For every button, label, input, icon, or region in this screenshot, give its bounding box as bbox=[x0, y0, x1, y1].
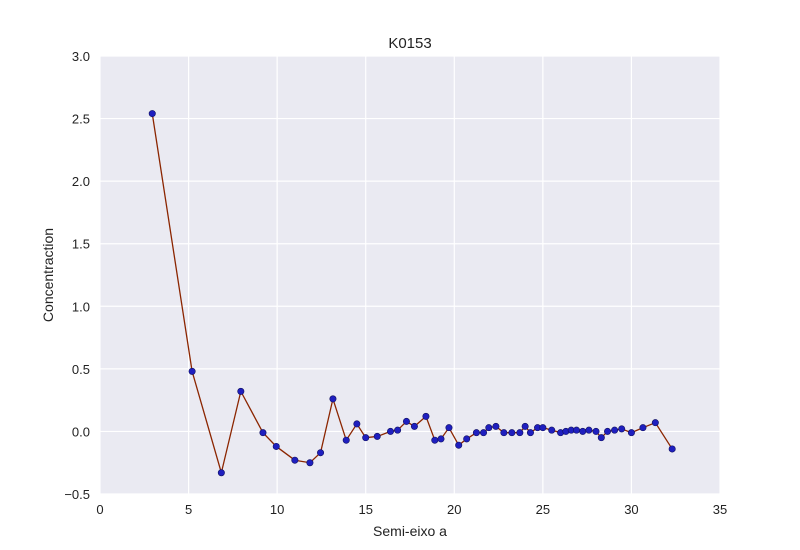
data-point bbox=[445, 424, 453, 432]
data-point bbox=[306, 459, 314, 467]
data-point bbox=[480, 429, 488, 437]
data-point bbox=[463, 435, 471, 443]
y-tick-label: 2.5 bbox=[72, 112, 90, 127]
data-point bbox=[402, 417, 410, 425]
data-point bbox=[579, 427, 587, 435]
data-point bbox=[611, 426, 619, 434]
x-tick-label: 35 bbox=[713, 502, 727, 517]
data-point bbox=[585, 426, 593, 434]
data-point bbox=[387, 427, 395, 435]
data-point bbox=[437, 435, 445, 443]
x-tick-label: 30 bbox=[624, 502, 638, 517]
data-point bbox=[627, 429, 635, 437]
x-tick-label: 10 bbox=[270, 502, 284, 517]
data-point bbox=[237, 387, 245, 395]
y-tick-label: 0.0 bbox=[72, 424, 90, 439]
x-axis-ticks: 0 5 10 15 20 25 30 35 bbox=[96, 502, 727, 517]
x-tick-label: 15 bbox=[358, 502, 372, 517]
data-point bbox=[521, 422, 529, 430]
y-tick-label: 1.0 bbox=[72, 299, 90, 314]
data-point bbox=[472, 429, 480, 437]
data-point bbox=[431, 436, 439, 444]
data-point bbox=[422, 412, 430, 420]
data-point bbox=[217, 469, 225, 477]
data-point bbox=[317, 449, 325, 457]
data-point bbox=[362, 434, 370, 442]
data-point bbox=[492, 422, 500, 430]
data-point bbox=[526, 429, 534, 437]
series-layer bbox=[148, 110, 676, 477]
data-point bbox=[394, 426, 402, 434]
data-point bbox=[342, 436, 350, 444]
data-point bbox=[188, 367, 196, 375]
grid-lines bbox=[99, 55, 721, 495]
y-axis-label: Concentraction bbox=[40, 228, 56, 322]
data-point bbox=[259, 429, 267, 437]
data-point bbox=[500, 429, 508, 437]
y-tick-label: 1.5 bbox=[72, 237, 90, 252]
data-point bbox=[573, 426, 581, 434]
data-point bbox=[516, 429, 524, 437]
data-point bbox=[291, 456, 299, 464]
data-point bbox=[604, 427, 612, 435]
data-point bbox=[508, 429, 516, 437]
data-point bbox=[592, 427, 600, 435]
data-point bbox=[639, 424, 647, 432]
data-point bbox=[272, 442, 280, 450]
data-point bbox=[329, 395, 337, 403]
data-point bbox=[485, 424, 493, 432]
x-tick-label: 5 bbox=[185, 502, 192, 517]
data-point bbox=[455, 441, 463, 449]
data-point bbox=[410, 422, 418, 430]
x-tick-label: 25 bbox=[536, 502, 550, 517]
data-point bbox=[548, 426, 556, 434]
y-tick-label: −0.5 bbox=[64, 487, 90, 502]
x-axis-label: Semi-eixo a bbox=[373, 523, 447, 539]
y-axis-ticks: −0.5 0.0 0.5 1.0 1.5 2.0 2.5 3.0 bbox=[64, 49, 90, 502]
data-point bbox=[353, 420, 361, 428]
y-tick-label: 0.5 bbox=[72, 362, 90, 377]
y-tick-label: 3.0 bbox=[72, 49, 90, 64]
y-tick-label: 2.0 bbox=[72, 174, 90, 189]
data-point bbox=[539, 424, 547, 432]
data-point bbox=[668, 445, 676, 453]
data-point bbox=[597, 434, 605, 442]
data-point bbox=[148, 110, 156, 118]
x-tick-label: 0 bbox=[96, 502, 103, 517]
plot-area bbox=[100, 56, 720, 494]
data-point bbox=[373, 432, 381, 440]
data-point bbox=[618, 425, 626, 433]
data-point bbox=[651, 419, 659, 427]
chart-title: K0153 bbox=[388, 35, 431, 52]
x-tick-label: 20 bbox=[447, 502, 461, 517]
